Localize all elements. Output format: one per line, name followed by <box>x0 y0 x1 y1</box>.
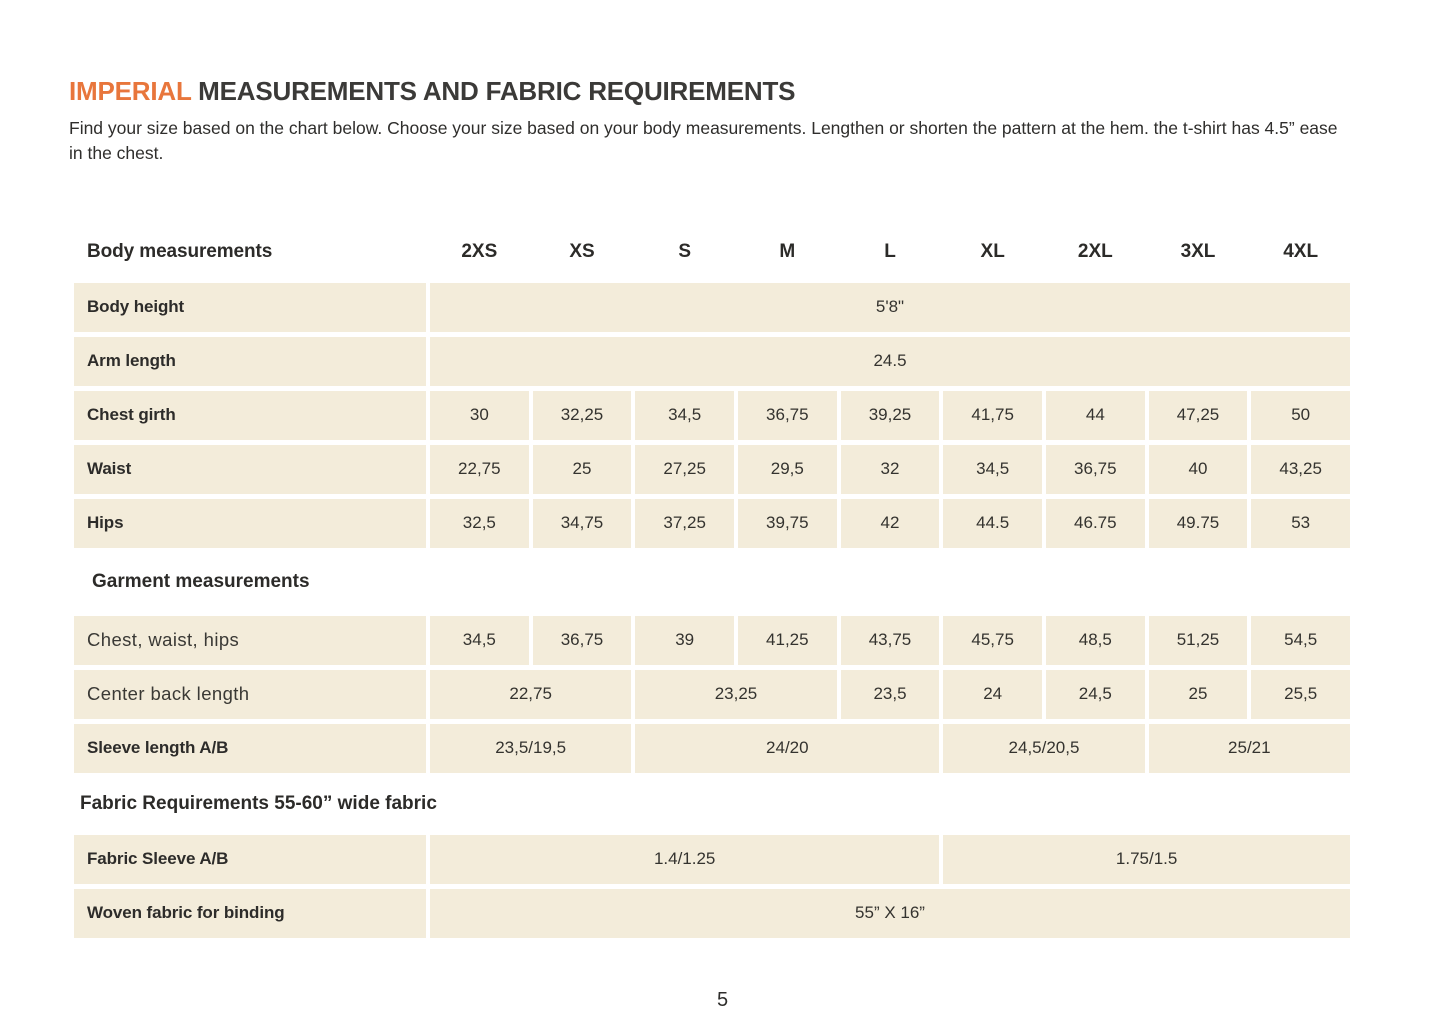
table-header-label: Body measurements <box>87 240 273 262</box>
table-row: Chest, waist, hips 34,5 36,75 39 41,25 43,75 4… <box>74 615 1350 665</box>
table-cell: 25 <box>1148 669 1248 719</box>
table-cell: 41,75 <box>943 390 1042 440</box>
table-cell: 24 <box>943 669 1042 719</box>
table-cell: 32,5 <box>430 498 529 548</box>
size-column-header: XS <box>569 240 595 262</box>
row-label: Chest, waist, hips <box>74 615 426 665</box>
table-cell: 34,75 <box>532 498 632 548</box>
table-cell: 25/21 <box>1148 723 1350 773</box>
row-label: Center back length <box>74 669 426 719</box>
table-cell: 44 <box>1045 390 1145 440</box>
table-cell: 22,75 <box>430 669 632 719</box>
table-cell: 41,25 <box>737 615 837 665</box>
table-cell: 24,5 <box>1045 669 1145 719</box>
section-heading: Fabric Requirements 55-60” wide fabric <box>80 792 437 814</box>
table-cell: 22,75 <box>430 444 529 494</box>
table-cell: 25,5 <box>1251 669 1350 719</box>
table-cell: 32,25 <box>532 390 632 440</box>
table-cell: 23,5 <box>840 669 940 719</box>
table-cell: 53 <box>1251 498 1350 548</box>
table-cell: 39 <box>635 615 734 665</box>
size-column-header: L <box>884 240 896 262</box>
table-row: Arm length 24.5 <box>74 336 1350 386</box>
table-cell: 1.75/1.5 <box>943 834 1350 884</box>
section-heading: Garment measurements <box>92 570 310 592</box>
table-cell: 36,75 <box>737 390 837 440</box>
table-row: Woven fabric for binding 55” X 16” <box>74 888 1350 938</box>
table-row: Sleeve length A/B 23,5/19,5 24/20 24,5/20,5… <box>74 723 1350 773</box>
table-cell: 39,25 <box>840 390 940 440</box>
page-title: IMPERIAL MEASUREMENTS AND FABRIC REQUIRE… <box>69 76 1350 107</box>
table-cell: 36,75 <box>1045 444 1145 494</box>
table-cell: 30 <box>430 390 529 440</box>
page-title-rest: MEASUREMENTS AND FABRIC REQUIREMENTS <box>191 76 796 106</box>
table-cell: 49.75 <box>1148 498 1248 548</box>
table-cell: 34,5 <box>943 444 1042 494</box>
size-column-header: 2XL <box>1077 240 1113 262</box>
table-cell: 39,75 <box>737 498 837 548</box>
row-label: Sleeve length A/B <box>74 723 426 773</box>
table-row: Hips 32,5 34,75 37,25 39,75 42 44.5 46.75 49.75 5… <box>74 498 1350 548</box>
table-cell: 25 <box>532 444 632 494</box>
table-cell: 37,25 <box>635 498 734 548</box>
table-cell: 32 <box>840 444 940 494</box>
table-cell: 23,5/19,5 <box>430 723 632 773</box>
table-cell: 51,25 <box>1148 615 1248 665</box>
page-title-highlight: IMPERIAL <box>69 76 192 106</box>
table-cell: 43,25 <box>1251 444 1350 494</box>
table-cell: 34,5 <box>430 615 529 665</box>
size-column-header: 3XL <box>1180 240 1216 262</box>
table-cell: 29,5 <box>737 444 837 494</box>
intro-text: Find your size based on the chart below.… <box>69 118 1338 164</box>
table-cell: 46.75 <box>1045 498 1145 548</box>
row-label: Woven fabric for binding <box>74 888 426 938</box>
table-cell: 48,5 <box>1045 615 1145 665</box>
size-column-header: 2XS <box>461 240 498 262</box>
row-label: Arm length <box>74 336 426 386</box>
table-cell: 45,75 <box>943 615 1042 665</box>
size-table: Body measurements 2XS XS S M L XL 2XL 3XL 4XL Body… <box>74 237 1350 938</box>
table-cell: 1.4/1.25 <box>430 834 940 884</box>
table-cell: 54,5 <box>1251 615 1350 665</box>
table-cell: 24.5 <box>430 336 1350 386</box>
table-row: Waist 22,75 25 27,25 29,5 32 34,5 36,75 40 43,25 <box>74 444 1350 494</box>
table-cell: 5'8" <box>430 282 1350 332</box>
table-cell: 43,75 <box>840 615 940 665</box>
table-cell: 34,5 <box>635 390 734 440</box>
table-header-row: Body measurements 2XS XS S M L XL 2XL 3XL 4XL <box>74 237 1350 267</box>
document-page: IMPERIAL MEASUREMENTS AND FABRIC REQUIRE… <box>69 76 1350 943</box>
row-label: Waist <box>74 444 426 494</box>
table-cell: 55” X 16” <box>430 888 1350 938</box>
table-row: Body height 5'8" <box>74 282 1350 332</box>
table-cell: 47,25 <box>1148 390 1248 440</box>
row-label: Chest girth <box>74 390 426 440</box>
row-label: Body height <box>74 282 426 332</box>
table-cell: 23,25 <box>635 669 837 719</box>
table-cell: 24,5/20,5 <box>943 723 1145 773</box>
table-cell: 24/20 <box>635 723 940 773</box>
table-cell: 27,25 <box>635 444 734 494</box>
row-label: Hips <box>74 498 426 548</box>
table-cell: 44.5 <box>943 498 1042 548</box>
page-number: 5 <box>716 989 729 1011</box>
table-row: Chest girth 30 32,25 34,5 36,75 39,25 41,75 44 4… <box>74 390 1350 440</box>
table-cell: 40 <box>1148 444 1248 494</box>
size-column-header: XL <box>980 240 1005 262</box>
size-column-header: S <box>678 240 691 262</box>
size-column-header: 4XL <box>1283 240 1319 262</box>
size-column-header: M <box>779 240 796 262</box>
row-label: Fabric Sleeve A/B <box>74 834 426 884</box>
table-cell: 36,75 <box>532 615 632 665</box>
table-cell: 42 <box>840 498 940 548</box>
table-row: Fabric Sleeve A/B 1.4/1.25 1.75/1.5 <box>74 834 1350 884</box>
table-cell: 50 <box>1251 390 1350 440</box>
table-row: Center back length 22,75 23,25 23,5 24 24,5 25… <box>74 669 1350 719</box>
